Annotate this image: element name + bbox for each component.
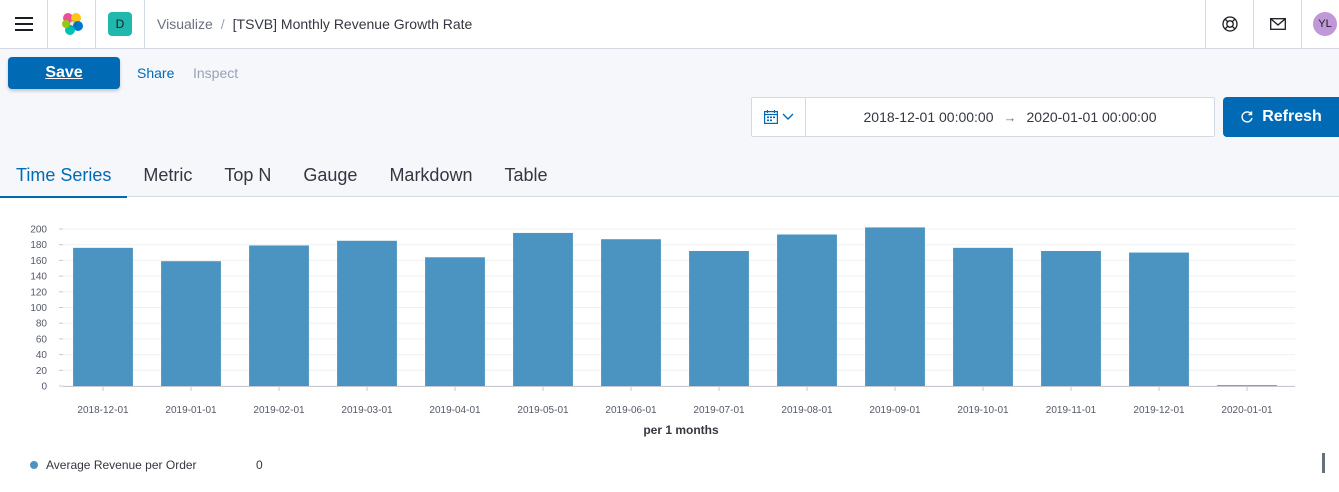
y-tick-label: 160 — [30, 256, 47, 267]
help-lifebuoy-icon — [1221, 16, 1238, 32]
chart-bar[interactable] — [337, 240, 397, 386]
chart-bar[interactable] — [161, 261, 221, 386]
help-button[interactable] — [1205, 0, 1253, 48]
mail-icon — [1269, 18, 1286, 30]
x-tick-label: 2019-08-01 — [781, 405, 833, 416]
inspect-link[interactable]: Inspect — [193, 65, 239, 81]
home-logo-link[interactable] — [48, 0, 96, 48]
legend-value: 0 — [256, 458, 263, 472]
tab-metric[interactable]: Metric — [143, 164, 193, 185]
chart-panel: 0 20 40 60 80 100 120 140 160 180 200 2018-12-01 20… — [0, 198, 1339, 487]
top-header: D Visualize / [TSVB] Monthly Revenue Gro… — [0, 0, 1339, 49]
chart-bars — [73, 227, 1277, 386]
y-tick-label: 0 — [41, 382, 47, 393]
avatar: YL — [1313, 12, 1337, 36]
breadcrumb-visualize-link[interactable]: Visualize — [157, 16, 213, 32]
space-selector[interactable]: D — [96, 0, 145, 48]
y-tick-label: 40 — [36, 350, 48, 361]
x-tick-label: 2019-12-01 — [1133, 405, 1185, 416]
tab-time-series[interactable]: Time Series — [0, 153, 128, 198]
chart-bar[interactable] — [953, 247, 1013, 386]
x-tick-label: 2019-02-01 — [253, 405, 305, 416]
x-tick-label: 2019-10-01 — [957, 405, 1009, 416]
x-tick-label: 2019-03-01 — [341, 405, 393, 416]
refresh-label: Refresh — [1262, 108, 1322, 125]
chart-bar[interactable] — [73, 247, 133, 386]
share-link[interactable]: Share — [137, 65, 175, 81]
chart-bar[interactable] — [513, 232, 573, 386]
y-tick-label: 60 — [36, 334, 48, 345]
user-menu-button[interactable]: YL — [1301, 0, 1339, 48]
visualization-type-tabs: Time Series Metric Top N Gauge Markdown … — [0, 153, 564, 198]
elastic-logo-icon — [61, 13, 83, 35]
chevron-down-icon — [782, 113, 793, 120]
end-date[interactable]: 2020-01-01 00:00:00 — [1026, 109, 1157, 125]
breadcrumb-separator: / — [220, 16, 225, 32]
tab-gauge[interactable]: Gauge — [303, 164, 358, 185]
tab-markdown[interactable]: Markdown — [389, 164, 473, 185]
chart-grid — [63, 228, 1295, 387]
x-axis: 2018-12-01 2019-01-01 2019-02-01 2019-03-01… — [63, 386, 1295, 416]
x-tick-label: 2020-01-01 — [1221, 405, 1273, 416]
resize-handle[interactable] — [1322, 453, 1325, 473]
tab-top-n[interactable]: Top N — [224, 164, 272, 185]
chart-bar[interactable] — [249, 245, 309, 386]
x-tick-label: 2019-11-01 — [1046, 405, 1097, 416]
hamburger-icon — [14, 17, 33, 31]
start-date[interactable]: 2018-12-01 00:00:00 — [863, 109, 994, 125]
arrow-right-icon: → — [1003, 109, 1017, 125]
y-tick-label: 140 — [30, 272, 47, 283]
x-tick-label: 2019-04-01 — [429, 405, 481, 416]
y-tick-label: 120 — [30, 287, 47, 298]
calendar-icon — [763, 110, 778, 124]
chart-bar[interactable] — [777, 234, 837, 386]
x-tick-label: 2019-07-01 — [693, 405, 745, 416]
quick-select-button[interactable] — [752, 98, 806, 136]
menu-toggle-button[interactable] — [0, 0, 48, 48]
y-tick-label: 200 — [30, 225, 47, 236]
x-tick-label: 2019-05-01 — [517, 405, 569, 416]
x-tick-label: 2019-06-01 — [605, 405, 657, 416]
y-tick-label: 180 — [30, 240, 47, 251]
date-picker: 2018-12-01 00:00:00 → 2020-01-01 00:00:0… — [751, 97, 1215, 137]
refresh-icon — [1241, 111, 1253, 123]
newsfeed-button[interactable] — [1253, 0, 1301, 48]
x-tick-label: 2018-12-01 — [77, 405, 129, 416]
chart-bar[interactable] — [425, 257, 485, 386]
chart-legend[interactable]: Average Revenue per Order — [30, 458, 197, 472]
refresh-button[interactable]: Refresh — [1223, 97, 1339, 137]
y-tick-label: 100 — [30, 303, 47, 314]
chart-bar[interactable] — [601, 239, 661, 386]
x-tick-label: 2019-01-01 — [165, 405, 217, 416]
y-axis: 0 20 40 60 80 100 120 140 160 180 200 — [30, 225, 63, 393]
chart-bar[interactable] — [1041, 250, 1101, 386]
y-tick-label: 80 — [36, 319, 48, 330]
x-tick-label: 2019-09-01 — [869, 405, 921, 416]
x-axis-label: per 1 months — [643, 423, 719, 437]
chart-bar[interactable] — [865, 227, 925, 386]
tab-table[interactable]: Table — [504, 164, 548, 185]
top-nav-menu: Save Share Inspect 2018-12-01 00:00:00 → — [0, 49, 1339, 198]
chart-bar[interactable] — [1217, 385, 1277, 386]
breadcrumb: Visualize / [TSVB] Monthly Revenue Growt… — [157, 0, 472, 48]
space-badge: D — [108, 12, 132, 36]
legend-swatch — [30, 461, 38, 469]
chart-bar[interactable] — [1129, 252, 1189, 386]
date-range-display[interactable]: 2018-12-01 00:00:00 → 2020-01-01 00:00:0… — [806, 98, 1214, 136]
legend-label: Average Revenue per Order — [46, 458, 197, 472]
save-button[interactable]: Save — [8, 57, 120, 89]
page-title: [TSVB] Monthly Revenue Growth Rate — [232, 16, 473, 32]
chart-bar[interactable] — [689, 250, 749, 386]
y-tick-label: 20 — [36, 366, 48, 377]
